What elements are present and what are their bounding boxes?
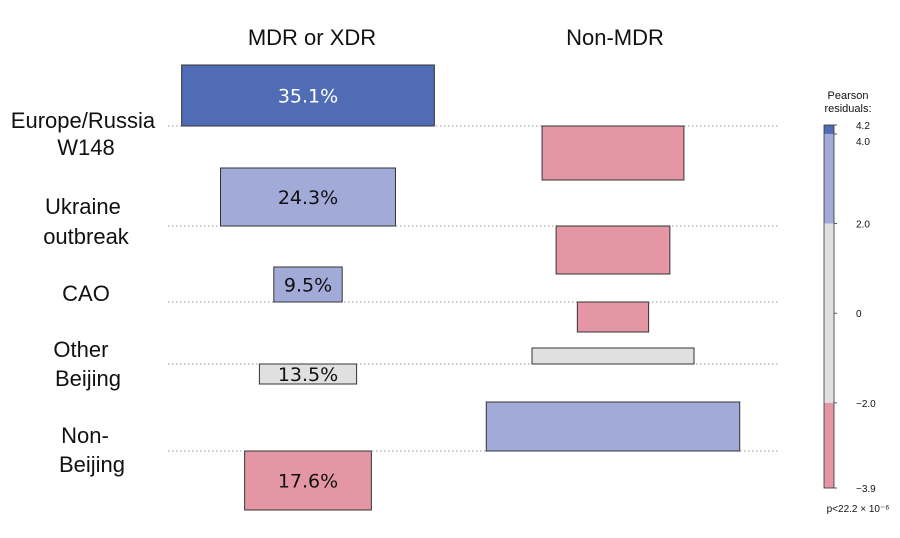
row-label-line: Europe/Russia — [11, 108, 156, 133]
legend-title-line: Pearson — [828, 90, 869, 102]
mosaic-cell-rect — [576, 301, 650, 333]
row-label-line: outbreak — [43, 224, 130, 249]
cell-percent-label: 24.3% — [278, 187, 338, 209]
residual-legend: Pearson residuals: 4.2 4.0 2.0 0 −2.0 −3.9 p<22.… — [823, 90, 890, 515]
mosaic-cell-rect — [541, 125, 685, 181]
mosaic-cell — [531, 347, 695, 365]
legend-tick-label: 2.0 — [856, 220, 870, 231]
mosaic-cell — [541, 125, 685, 181]
mosaic-cell: 9.5% — [273, 266, 343, 303]
mosaic-cell: 35.1% — [181, 64, 435, 127]
mosaic-cell — [555, 225, 671, 275]
legend-color-band — [824, 223, 834, 403]
mosaic-cell-rect — [181, 64, 435, 127]
column-title-non-mdr: Non-MDR — [566, 25, 664, 50]
row-label-line: Ukraine — [45, 194, 121, 219]
legend-tick-label: −3.9 — [856, 484, 876, 495]
cell-percent-label: 17.6% — [278, 471, 338, 493]
legend-title-line: residuals: — [824, 103, 871, 115]
legend-color-band — [824, 402, 834, 488]
row-label-line: Other — [53, 337, 108, 362]
legend-frame — [823, 124, 835, 489]
cell-percent-label: 35.1% — [278, 86, 338, 108]
row-label-line: W148 — [57, 135, 114, 160]
row-label-line: CAO — [62, 281, 110, 306]
mosaic-cell-rect — [273, 266, 343, 303]
mosaic-cell-rect — [220, 167, 396, 227]
legend-color-band — [824, 125, 834, 134]
mosaic-cell: 24.3% — [220, 167, 396, 227]
legend-title: Pearson residuals: — [824, 90, 871, 115]
mosaic-cell-rect — [258, 363, 358, 385]
mosaic-cells: 35.1% 24.3% 9.5% 13.5% 17.6% — [181, 64, 741, 511]
legend-tick-label: −2.0 — [856, 399, 876, 410]
row-label-europe-russia: Europe/Russia W148 — [11, 108, 161, 160]
p-value-label: p<22.2 × 10⁻⁶ — [827, 504, 890, 515]
row-label-ukraine: Ukraine outbreak — [43, 194, 130, 249]
mosaic-cell-rect — [485, 401, 741, 452]
legend-tick-label: 0 — [856, 309, 862, 320]
column-titles: MDR or XDR Non-MDR — [248, 25, 664, 50]
column-title-mdr: MDR or XDR — [248, 25, 376, 50]
row-label-other-beijing: Other Beijing — [53, 337, 121, 391]
row-labels: Europe/Russia W148 Ukraine outbreak CAO … — [11, 108, 161, 477]
row-label-line: Beijing — [55, 366, 121, 391]
mosaic-cell-rect — [244, 450, 372, 511]
legend-color-band — [824, 133, 834, 224]
mosaic-cell-rect — [555, 225, 671, 275]
mosaic-cell — [485, 401, 741, 452]
legend-tick-label: 4.0 — [856, 137, 870, 148]
row-label-cao: CAO — [62, 281, 110, 306]
row-label-line: Beijing — [59, 452, 125, 477]
row-label-line: Non- — [61, 423, 109, 448]
cell-percent-label: 13.5% — [278, 364, 338, 386]
mosaic-cell: 17.6% — [244, 450, 372, 511]
legend-tick-label: 4.2 — [856, 121, 870, 132]
mosaic-cell: 13.5% — [258, 363, 358, 386]
cell-percent-label: 9.5% — [284, 275, 332, 297]
mosaic-cell-rect — [531, 347, 695, 365]
mosaic-cell — [576, 301, 650, 333]
row-label-non-beijing: Non- Beijing — [59, 423, 125, 477]
